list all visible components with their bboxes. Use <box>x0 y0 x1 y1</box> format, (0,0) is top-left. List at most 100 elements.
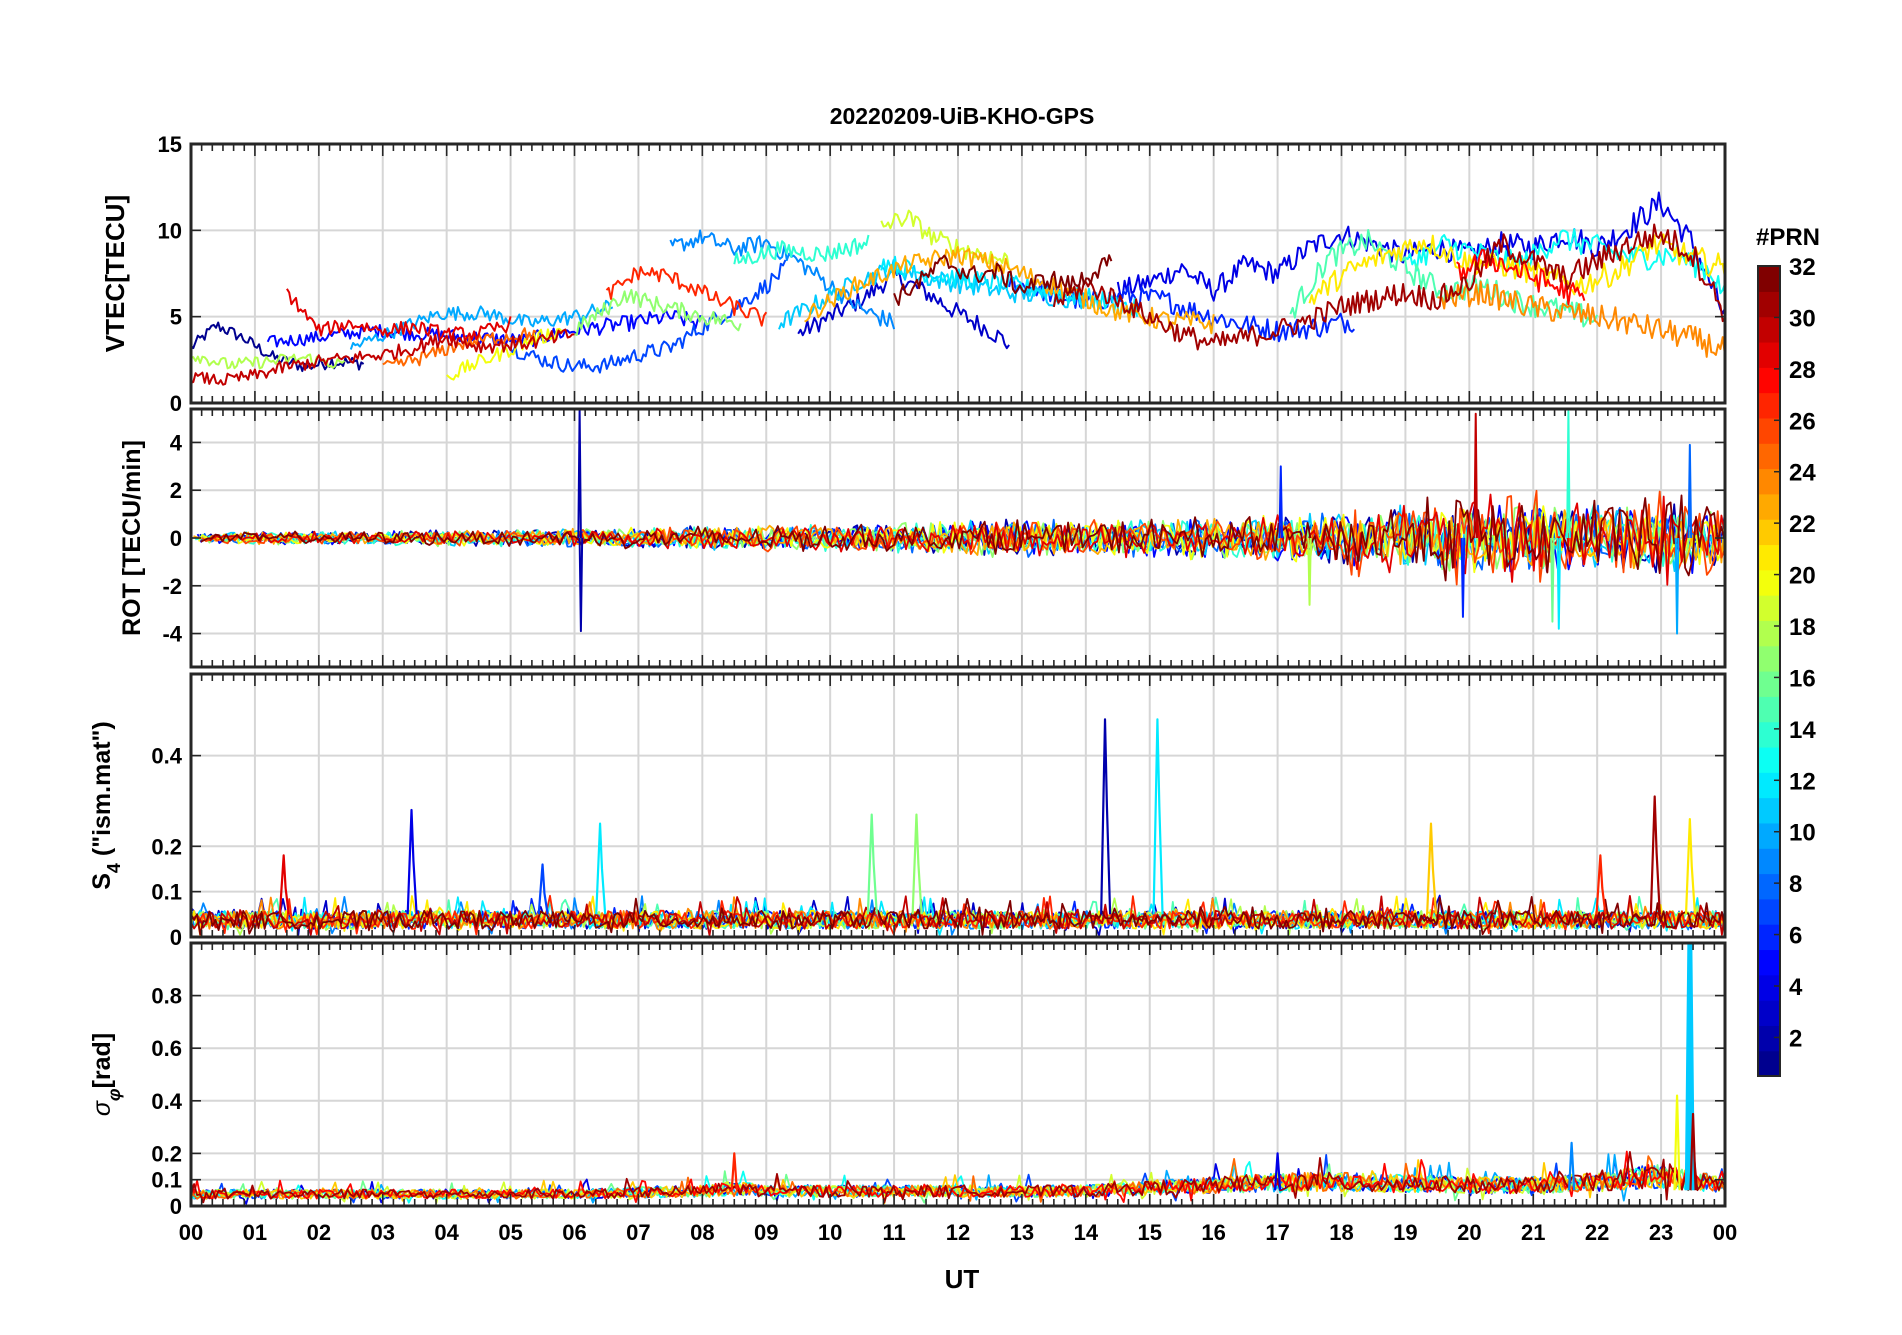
colorbar-band <box>1758 392 1780 419</box>
y-axis-label-main: S <box>88 873 116 890</box>
colorbar-band <box>1758 924 1780 951</box>
colorbar-band <box>1758 1000 1780 1026</box>
spike-prn-10 <box>1674 537 1680 635</box>
x-tick-label: 06 <box>562 1220 586 1245</box>
colorbar-tick-label: 10 <box>1789 820 1816 847</box>
series-prn-25 <box>382 327 537 367</box>
x-tick-label: 04 <box>434 1220 459 1245</box>
spike-prn-22 <box>1426 822 1438 915</box>
colorbar-tick-label: 26 <box>1789 408 1816 435</box>
y-tick-label: 0 <box>170 526 182 551</box>
colorbar-tick-label: 30 <box>1789 305 1816 332</box>
x-tick-label: 19 <box>1393 1220 1417 1245</box>
x-tick-label: 15 <box>1138 1220 1162 1245</box>
x-tick-label: 00 <box>1713 1220 1737 1245</box>
y-ticks: 00.10.2 0.4 0.6 0.8 <box>151 984 1725 1219</box>
y-tick-label: 15 <box>158 132 182 157</box>
x-tick-label: 13 <box>1010 1220 1034 1245</box>
x-tick-label: 10 <box>818 1220 842 1245</box>
x-tick-label: 09 <box>754 1220 778 1245</box>
colorbar-tick-label: 24 <box>1789 460 1816 487</box>
x-minor-ticks <box>200 144 1716 403</box>
spike-prn-27 <box>730 1152 738 1191</box>
y-tick-label: 0.1 <box>151 880 182 905</box>
spike-prn-16 <box>1550 537 1555 623</box>
colorbar-band <box>1758 974 1780 1001</box>
series-prn-17 <box>574 288 742 336</box>
spike-prn-18 <box>1307 537 1312 606</box>
x-tick-label: 08 <box>690 1220 714 1245</box>
x-tick-label: 23 <box>1649 1220 1673 1245</box>
series-prn-31 <box>1052 223 1725 351</box>
colorbar-tick-label: 4 <box>1789 974 1803 1001</box>
y-tick-label: 0.2 <box>151 834 182 859</box>
colorbar-tick-label: 22 <box>1789 511 1816 538</box>
x-tick-label: 05 <box>498 1220 522 1245</box>
colorbar-band <box>1758 569 1780 596</box>
y-axis-label-rest: [rad] <box>88 1033 116 1089</box>
x-tick-label: 11 <box>882 1220 905 1245</box>
spike-prn-2 <box>577 409 582 539</box>
series-prn-30 <box>191 328 575 386</box>
colorbar-tick-label: 32 <box>1789 254 1816 281</box>
x-tick-label: 01 <box>243 1220 267 1245</box>
figure-title: 20220209-UiB-KHO-GPS <box>830 103 1095 129</box>
colorbar-band <box>1758 1050 1780 1077</box>
series-prn-24 <box>1437 280 1725 358</box>
series-prn-14 <box>733 234 870 265</box>
series-prn-7 <box>509 259 787 374</box>
y-axis-label: S4 ("ism.mat") <box>88 721 124 890</box>
x-tick-label: 20 <box>1457 1220 1481 1245</box>
x-tick-label: 14 <box>1074 1220 1099 1245</box>
colorbar-band <box>1758 873 1780 900</box>
x-tick-label: 02 <box>307 1220 331 1245</box>
spike-prn-14 <box>1566 410 1571 539</box>
y-tick-label: 0.2 <box>151 1141 182 1166</box>
panel-vtec: 0 5 10 15 VTEC[TECU] <box>100 132 1727 416</box>
colorbar-band <box>1758 291 1780 318</box>
colorbar-tick-label: 16 <box>1789 665 1816 692</box>
colorbar-band <box>1758 746 1780 773</box>
colorbar-tick-label: 8 <box>1789 871 1802 898</box>
series-prn-32 <box>893 254 1113 306</box>
series-prn-29 <box>286 288 512 342</box>
colorbar-band <box>1758 443 1780 470</box>
series-prn-32 <box>200 494 1725 582</box>
y-tick-label: 2 <box>170 478 182 503</box>
y-axis-label-rest: ("ism.mat") <box>88 721 116 863</box>
y-tick-label: -4 <box>162 622 182 647</box>
x-tick-label: 00 <box>179 1220 203 1245</box>
spike-prn-17 <box>911 813 923 915</box>
series-prn-31 <box>191 1151 1725 1204</box>
y-axis-label: VTEC[TECU] <box>100 195 130 352</box>
colorbar-band <box>1758 493 1780 520</box>
colorbar-band <box>1758 266 1780 292</box>
spike-prn-21 <box>1684 818 1697 915</box>
y-tick-label: 10 <box>158 218 182 243</box>
colorbar-tick-label: 2 <box>1789 1025 1802 1052</box>
x-axis-label: UT <box>945 1264 980 1294</box>
y-axis-label: ROT [TECU/min] <box>118 440 146 636</box>
x-minor-ticks <box>200 409 1716 667</box>
colorbar-band <box>1758 417 1780 444</box>
panel-rot: -4 -2 0 2 4 ROT [TECU/min] <box>118 407 1727 669</box>
y-axis-label-subscript: 4 <box>104 863 124 873</box>
x-tick-label: 12 <box>946 1220 970 1245</box>
y-tick-label: 0.1 <box>151 1168 182 1193</box>
spike-prn-9 <box>1567 1141 1576 1191</box>
y-tick-label: 0.8 <box>151 984 182 1009</box>
series-prn-20 <box>446 327 563 381</box>
colorbar-band <box>1758 595 1780 621</box>
colorbar-band <box>1758 949 1780 976</box>
colorbar-tick-label: 14 <box>1789 717 1816 744</box>
spike-prn-31 <box>1689 1112 1697 1191</box>
spike-prn-8 <box>1687 443 1693 539</box>
x-tick-label: 17 <box>1265 1220 1289 1245</box>
panel-data <box>191 191 1725 386</box>
series-prn-13 <box>1404 228 1725 295</box>
spike-prn-12 <box>595 822 607 915</box>
y-ticks: 0 5 10 15 <box>158 132 1725 416</box>
colorbar-band <box>1758 671 1780 697</box>
